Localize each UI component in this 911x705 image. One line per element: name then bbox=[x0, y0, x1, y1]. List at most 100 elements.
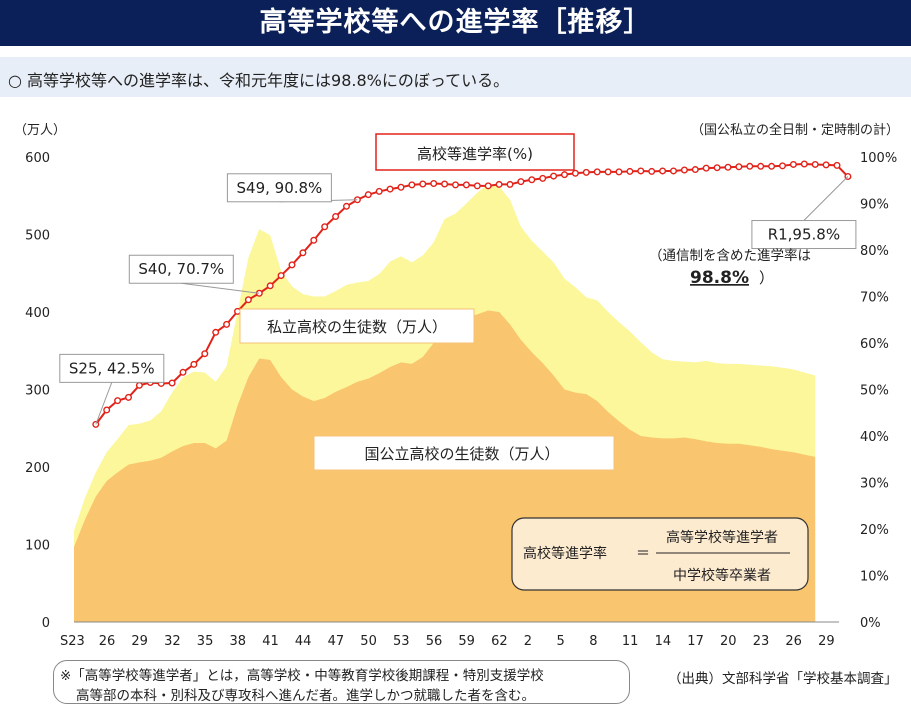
rate-point bbox=[235, 309, 241, 315]
x-tick-label: 56 bbox=[426, 634, 443, 649]
rate-note-line1: （通信制を含めた進学率は bbox=[649, 247, 811, 264]
y-tick-label: 0 bbox=[42, 616, 50, 631]
rate-point bbox=[289, 262, 295, 268]
rate-point bbox=[322, 224, 328, 230]
x-tick-label: 5 bbox=[557, 634, 565, 649]
rate-point bbox=[311, 237, 317, 243]
rate-point bbox=[420, 181, 426, 187]
rate-point bbox=[551, 173, 557, 179]
rate-point bbox=[213, 330, 219, 336]
rate-note-value: 98.8% bbox=[690, 268, 749, 288]
y-tick-label: 200 bbox=[25, 461, 50, 476]
x-tick-label: 62 bbox=[491, 634, 508, 649]
y2-tick-label: 50% bbox=[860, 384, 889, 399]
rate-point bbox=[431, 181, 437, 187]
x-tick-label: 38 bbox=[230, 634, 247, 649]
y2-tick-label: 10% bbox=[860, 570, 889, 585]
rate-point bbox=[671, 168, 677, 174]
rate-point bbox=[464, 182, 470, 188]
rate-point bbox=[246, 297, 252, 303]
rate-point bbox=[169, 380, 175, 386]
y2-tick-label: 70% bbox=[860, 291, 889, 306]
rate-point bbox=[529, 177, 535, 183]
public-series-label: 国公立高校の生徒数（万人） bbox=[364, 445, 559, 463]
rate-point bbox=[507, 182, 513, 188]
y2-tick-label: 60% bbox=[860, 337, 889, 352]
annotation-label: S25, 42.5% bbox=[69, 359, 155, 377]
rate-point bbox=[627, 169, 633, 175]
formula-denominator: 中学校等卒業者 bbox=[673, 567, 771, 584]
rate-point bbox=[366, 192, 372, 198]
left-axis-unit: （万人） bbox=[14, 123, 66, 138]
x-tick-label: 41 bbox=[262, 634, 279, 649]
rate-point bbox=[812, 162, 818, 168]
x-tick-label: 11 bbox=[622, 634, 639, 649]
rate-point bbox=[573, 170, 579, 176]
rate-point bbox=[278, 273, 284, 279]
y2-tick-label: 80% bbox=[860, 244, 889, 259]
rate-point bbox=[780, 163, 786, 169]
rate-point bbox=[398, 184, 404, 190]
x-tick-label: 2 bbox=[524, 634, 532, 649]
rate-point bbox=[376, 189, 382, 195]
x-tick-label: 35 bbox=[197, 634, 214, 649]
y2-tick-label: 100% bbox=[860, 151, 897, 166]
rate-point bbox=[791, 162, 797, 168]
rate-point bbox=[126, 395, 132, 401]
rate-point bbox=[442, 181, 448, 187]
rate-point bbox=[660, 168, 666, 174]
source-note: （出典）文部科学省「学校基本調査」 bbox=[668, 667, 898, 687]
footnote-line2: 高等部の本科・別科及び専攻科へ進んだ者。進学しかつ就職した者を含む。 bbox=[76, 684, 535, 704]
x-tick-label: 8 bbox=[589, 634, 597, 649]
y-tick-label: 400 bbox=[25, 306, 50, 321]
y2-tick-label: 20% bbox=[860, 523, 889, 538]
x-tick-label: 20 bbox=[720, 634, 737, 649]
annotation-leader bbox=[96, 382, 112, 424]
rate-point bbox=[453, 182, 459, 188]
rate-point bbox=[344, 203, 350, 209]
rate-point bbox=[714, 165, 720, 171]
rate-point bbox=[703, 165, 709, 171]
private-series-label: 私立高校の生徒数（万人） bbox=[267, 318, 447, 336]
rate-point bbox=[562, 172, 568, 178]
rate-point bbox=[540, 176, 546, 182]
rate-point bbox=[191, 362, 197, 368]
rate-point bbox=[747, 164, 753, 170]
x-tick-label: 29 bbox=[818, 634, 835, 649]
annotation-label: R1,95.8% bbox=[768, 226, 840, 244]
rate-point bbox=[115, 398, 121, 404]
formula-equals: ＝ bbox=[636, 546, 650, 562]
rate-point bbox=[202, 351, 208, 357]
annotation-leader bbox=[804, 177, 848, 221]
x-tick-label: 47 bbox=[328, 634, 345, 649]
rate-point bbox=[638, 168, 644, 174]
y-tick-label: 300 bbox=[25, 384, 50, 399]
rate-legend-label: 高校等進学率(%) bbox=[417, 145, 533, 163]
rate-point bbox=[584, 170, 590, 176]
rate-point bbox=[682, 167, 688, 173]
rate-point bbox=[387, 186, 393, 192]
rate-point bbox=[725, 164, 731, 170]
rate-point bbox=[496, 182, 502, 188]
x-tick-label: 26 bbox=[99, 634, 116, 649]
x-tick-label: 26 bbox=[785, 634, 802, 649]
rate-point bbox=[616, 169, 622, 175]
annotation-label: S40, 70.7% bbox=[138, 260, 224, 278]
x-tick-label: 53 bbox=[393, 634, 410, 649]
x-tick-label: S23 bbox=[60, 634, 85, 649]
x-tick-label: 32 bbox=[164, 634, 181, 649]
rate-point bbox=[224, 322, 230, 328]
rate-point bbox=[594, 169, 600, 175]
rate-point bbox=[104, 407, 110, 413]
rate-point bbox=[736, 164, 742, 170]
rate-point bbox=[802, 161, 808, 167]
rate-point bbox=[475, 183, 481, 189]
x-tick-label: 14 bbox=[655, 634, 672, 649]
y-tick-label: 100 bbox=[25, 539, 50, 554]
footnote-line1: ※「高等学校等進学者」とは，高等学校・中等教育学校後期課程・特別支援学校 bbox=[60, 664, 544, 684]
rate-point bbox=[823, 162, 829, 168]
rate-point bbox=[333, 214, 339, 220]
right-axis-note: （国公私立の全日制・定時制の計） bbox=[691, 122, 899, 138]
y-tick-label: 600 bbox=[25, 151, 50, 166]
